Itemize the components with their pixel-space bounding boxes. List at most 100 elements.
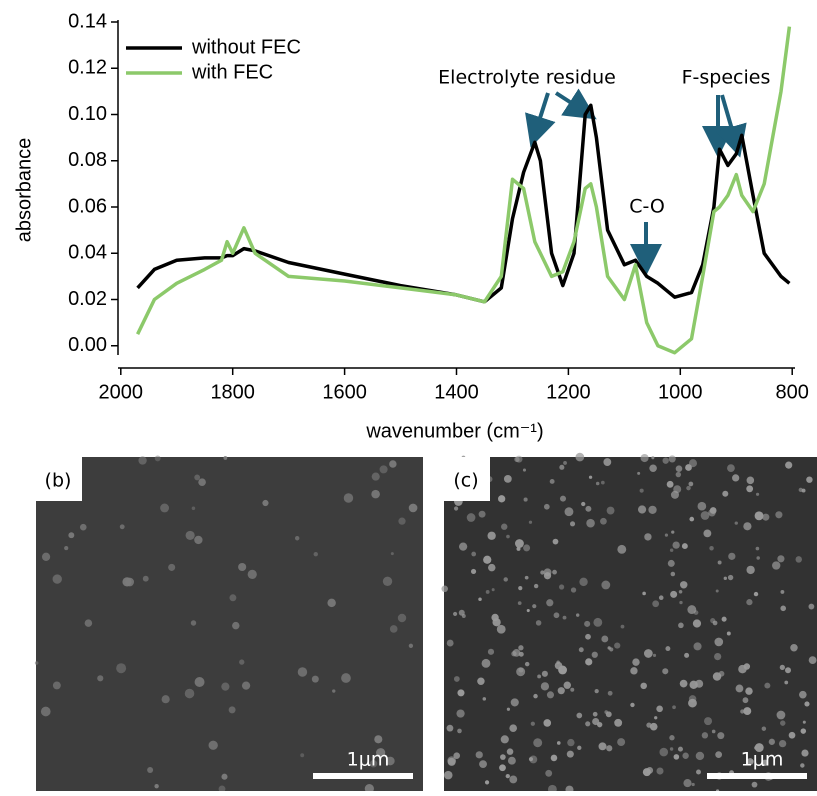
particle	[557, 687, 565, 695]
particle	[238, 562, 247, 572]
particle	[228, 706, 236, 714]
particle	[191, 506, 196, 511]
particle	[746, 485, 754, 493]
annotation: F-species	[682, 67, 771, 89]
particle	[487, 648, 495, 655]
particle	[503, 577, 508, 582]
particle	[194, 474, 201, 481]
particle	[484, 780, 490, 785]
particle	[756, 556, 760, 560]
particle	[696, 769, 701, 775]
particle	[746, 476, 755, 485]
particle	[116, 663, 127, 674]
annotation: C-O	[629, 196, 665, 218]
particle	[721, 616, 727, 622]
particle	[652, 653, 657, 657]
particle	[800, 763, 805, 768]
particle	[714, 652, 722, 661]
particle	[518, 651, 524, 657]
particle	[778, 739, 787, 748]
particle	[563, 681, 571, 689]
particle	[669, 747, 674, 751]
particle	[84, 619, 93, 627]
particle	[537, 674, 542, 679]
particle	[662, 668, 669, 675]
particle	[668, 455, 676, 463]
particle	[743, 707, 752, 716]
particle	[630, 667, 638, 675]
particle	[780, 589, 785, 594]
particle	[545, 769, 553, 777]
particle	[390, 552, 394, 556]
particle	[593, 617, 603, 627]
particle	[294, 536, 300, 541]
particle	[313, 551, 318, 557]
particle	[743, 522, 752, 531]
particle	[722, 490, 729, 497]
particle	[761, 726, 767, 731]
particle	[751, 781, 758, 788]
particle	[585, 658, 593, 666]
particle	[122, 577, 132, 587]
particle	[801, 488, 806, 493]
particle	[718, 670, 725, 677]
particle	[446, 639, 454, 647]
particle	[656, 705, 663, 713]
particle	[777, 555, 785, 563]
particle	[512, 648, 521, 657]
particle	[552, 569, 557, 575]
particle	[341, 673, 351, 683]
particle	[601, 580, 611, 590]
particle	[581, 501, 586, 507]
particle	[802, 720, 806, 724]
x-tick-label: 1400	[434, 381, 479, 403]
particle	[746, 758, 754, 766]
particle	[530, 721, 535, 726]
x-tick-label: 1600	[322, 381, 367, 403]
particle	[594, 688, 599, 694]
particle	[540, 570, 545, 575]
particle	[717, 732, 725, 740]
particle	[665, 646, 671, 652]
particle	[664, 533, 669, 537]
particle	[670, 571, 676, 577]
particle	[514, 539, 524, 548]
particle	[595, 481, 600, 486]
particle	[675, 465, 683, 472]
panel-label-box	[36, 457, 82, 501]
particle	[550, 754, 558, 762]
particle	[603, 458, 612, 466]
y-tick-label: 0.10	[68, 103, 107, 125]
panel-label: (c)	[453, 470, 478, 492]
particle	[740, 709, 745, 714]
particle	[686, 485, 691, 491]
particle	[40, 706, 51, 717]
x-tick-label: 800	[776, 381, 809, 403]
particle	[711, 729, 716, 734]
particle	[533, 583, 539, 589]
particle	[398, 517, 406, 525]
particle	[41, 552, 51, 561]
particle	[559, 584, 565, 590]
particle	[184, 688, 195, 699]
particle	[478, 510, 486, 518]
sem-image	[444, 457, 817, 791]
particle	[585, 721, 591, 727]
particle	[239, 659, 245, 665]
particle	[585, 505, 592, 512]
particle	[485, 590, 490, 594]
particle	[675, 471, 682, 478]
particle	[481, 658, 491, 668]
particle	[762, 513, 770, 521]
particle	[408, 643, 414, 648]
particle	[498, 495, 506, 503]
particle	[808, 603, 815, 610]
particle	[221, 773, 228, 780]
particle	[688, 695, 697, 703]
particle	[441, 585, 448, 593]
particle	[491, 613, 499, 622]
particle	[478, 597, 482, 601]
particle	[614, 718, 623, 727]
particle	[662, 457, 669, 464]
